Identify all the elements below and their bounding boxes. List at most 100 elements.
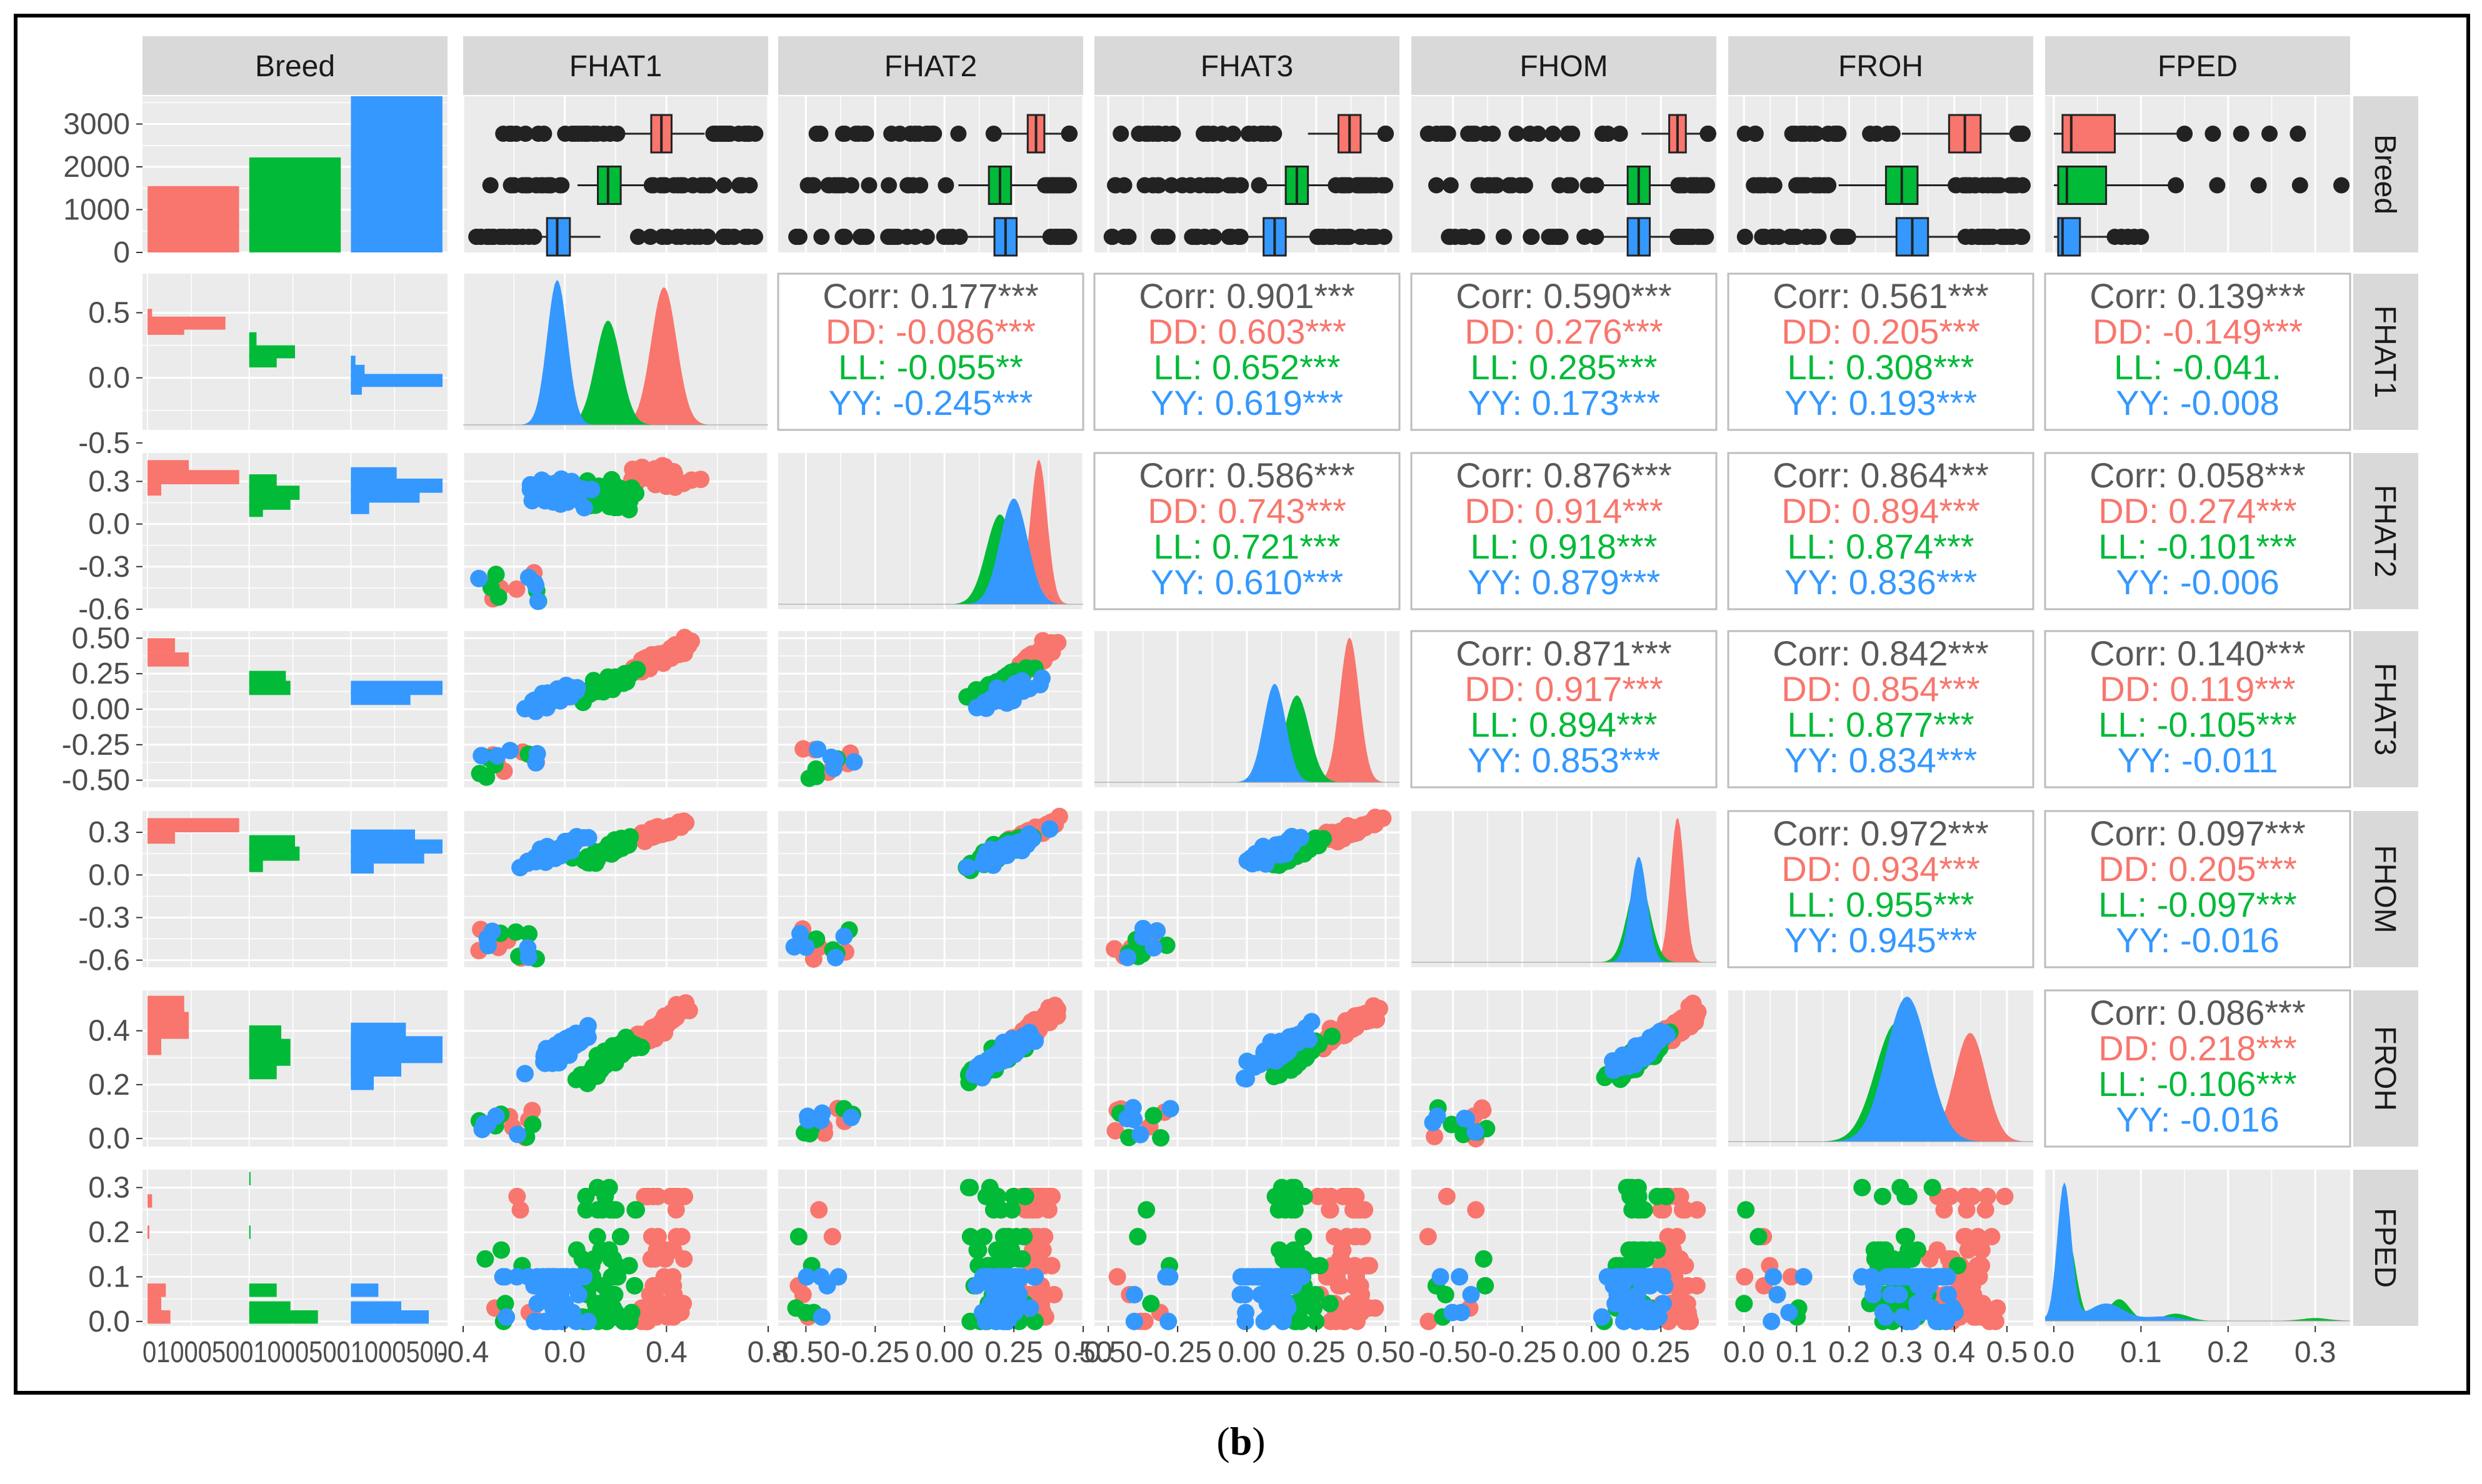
point-yy bbox=[1161, 1100, 1179, 1118]
point-dd bbox=[1968, 1257, 1986, 1275]
point-ll bbox=[1749, 1228, 1768, 1246]
strip-label-fhat3: FHAT3 bbox=[1201, 50, 1293, 83]
point-dd bbox=[511, 1201, 529, 1219]
point-yy bbox=[996, 1034, 1014, 1052]
outlier-point bbox=[1453, 229, 1470, 245]
corr-text: LL: 0.721*** bbox=[1154, 527, 1341, 566]
hist-bar-ll bbox=[249, 354, 277, 367]
outlier-point bbox=[1120, 229, 1137, 245]
point-yy bbox=[534, 849, 553, 867]
strip-label-fhat1: FHAT1 bbox=[569, 50, 662, 83]
point-yy bbox=[519, 939, 537, 957]
point-dd bbox=[664, 1308, 682, 1326]
point-yy bbox=[1627, 1295, 1645, 1313]
point-yy bbox=[1003, 841, 1021, 859]
corr-text: LL: 0.955*** bbox=[1788, 885, 1974, 924]
point-yy bbox=[1031, 675, 1049, 694]
point-yy bbox=[549, 1295, 568, 1313]
point-yy bbox=[829, 1268, 848, 1286]
corr-text: Corr: 0.876*** bbox=[1456, 456, 1672, 495]
point-yy bbox=[1641, 1028, 1659, 1047]
boxplot-yy bbox=[788, 217, 1078, 257]
outlier-point bbox=[951, 229, 968, 245]
point-dd bbox=[1438, 1187, 1456, 1205]
point-yy bbox=[1025, 1268, 1043, 1286]
outlier-point bbox=[911, 177, 928, 194]
bar-ll bbox=[249, 157, 341, 252]
density-dd bbox=[1411, 818, 1716, 962]
x-tick-label: -0.50 bbox=[1074, 1336, 1142, 1369]
panel-corr-fhat2-fped bbox=[2044, 452, 2351, 610]
hist-bar-ll bbox=[249, 1052, 277, 1080]
point-dd bbox=[674, 474, 693, 492]
point-yy bbox=[958, 859, 976, 877]
y-tick-label: -0.3 bbox=[78, 550, 130, 584]
corr-text: Corr: 0.901*** bbox=[1139, 276, 1355, 316]
corr-text: YY: 0.193*** bbox=[1784, 383, 1977, 422]
strip-top-fhat2 bbox=[778, 36, 1083, 95]
panel-box-froh bbox=[1728, 96, 2033, 252]
point-yy bbox=[473, 747, 491, 765]
point-dd bbox=[1108, 1268, 1126, 1286]
strip-right-fhat1 bbox=[2353, 274, 2418, 430]
point-yy bbox=[1237, 1303, 1255, 1322]
point-yy bbox=[1424, 1113, 1442, 1132]
point-ll bbox=[981, 1178, 999, 1197]
outlier-point bbox=[1587, 229, 1604, 245]
outlier-point bbox=[834, 126, 851, 142]
outlier-point bbox=[720, 229, 737, 245]
point-yy bbox=[1020, 825, 1038, 843]
outlier-point bbox=[788, 229, 805, 245]
point-ll bbox=[1276, 1201, 1294, 1219]
outlier-point bbox=[720, 126, 737, 142]
point-yy bbox=[1944, 1299, 1962, 1317]
x-tick-label: 0.0 bbox=[544, 1336, 586, 1369]
boxplot-yy bbox=[468, 217, 763, 257]
hist-bar-ll bbox=[249, 1225, 251, 1239]
point-ll bbox=[591, 677, 609, 695]
x-tick-label: 0.2 bbox=[1828, 1336, 1870, 1369]
corr-text: YY: -0.008 bbox=[2116, 383, 2279, 422]
outlier-point bbox=[1548, 229, 1565, 245]
y-tick-label: 0.0 bbox=[88, 859, 130, 892]
point-dd bbox=[1328, 1268, 1346, 1286]
box bbox=[2057, 166, 2108, 205]
point-yy bbox=[1234, 1268, 1252, 1286]
point-yy bbox=[524, 699, 543, 717]
caption-label: b bbox=[1229, 1419, 1253, 1463]
corr-text: DD: 0.917*** bbox=[1464, 669, 1663, 709]
hist-bar-yy bbox=[351, 500, 369, 514]
outlier-point bbox=[1806, 126, 1823, 142]
point-yy bbox=[516, 1065, 534, 1083]
corr-text: DD: 0.743*** bbox=[1148, 491, 1346, 530]
outlier-point bbox=[1964, 229, 1981, 245]
y-tick-label: 0.3 bbox=[88, 816, 130, 849]
boxplot-ll bbox=[1428, 166, 1715, 205]
corr-text: LL: -0.055** bbox=[838, 347, 1023, 387]
point-ll bbox=[609, 1268, 627, 1286]
panel-corr-fhat3-fhom bbox=[1410, 630, 1718, 789]
outlier-point bbox=[1209, 177, 1226, 194]
strip-top-breed bbox=[143, 36, 448, 95]
corr-text: YY: 0.853*** bbox=[1468, 740, 1660, 780]
outlier-point bbox=[1670, 229, 1687, 245]
point-ll bbox=[1898, 1228, 1916, 1246]
outlier-point bbox=[699, 229, 716, 245]
outlier-point bbox=[1337, 229, 1354, 245]
point-yy bbox=[1157, 1268, 1175, 1286]
point-yy bbox=[1443, 1303, 1461, 1322]
hist-bar-yy bbox=[351, 690, 411, 705]
hist-bar-yy bbox=[351, 1283, 379, 1297]
point-yy bbox=[545, 686, 563, 704]
point-ll bbox=[583, 847, 601, 865]
hist-bar-dd bbox=[148, 1283, 166, 1297]
outlier-point bbox=[1214, 126, 1231, 142]
y-tick-label: 0.2 bbox=[88, 1068, 130, 1102]
point-yy bbox=[1451, 1268, 1469, 1286]
strip-right-label-fped: FPED bbox=[2368, 1208, 2401, 1288]
strip-right-fped bbox=[2353, 1170, 2418, 1326]
x-tick-label: 0.25 bbox=[984, 1336, 1043, 1369]
point-dd bbox=[1928, 1241, 1946, 1259]
hist-bar-yy bbox=[351, 356, 356, 369]
point-dd bbox=[1374, 809, 1392, 827]
